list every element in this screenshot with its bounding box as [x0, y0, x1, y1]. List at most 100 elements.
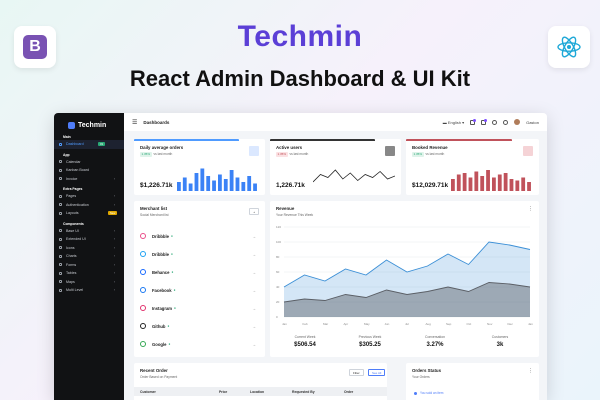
merchant-row[interactable]: Behance ● → [140, 267, 256, 277]
kpi-bar [235, 177, 240, 191]
sidebar-item[interactable]: Calendar [54, 158, 124, 167]
arrow-right-icon: → [252, 251, 256, 257]
revenue-stat-value: 3.27% [426, 342, 444, 348]
revenue-chart: 0 20 40 60 80 100 120 Jan Feb Mar Apr May Jun Jul Aug S… [276, 225, 533, 326]
sidebar-item[interactable]: Kanban Board [54, 166, 124, 175]
kpi-bar [515, 180, 520, 191]
kpi-bar [177, 182, 181, 191]
x-tick-label: Jan [528, 322, 533, 326]
kpi-delta: 1.35% vs last month [140, 152, 172, 157]
kpi-bar [241, 182, 246, 191]
table-column-header[interactable]: Requested By [292, 389, 315, 394]
kpi-bar [182, 177, 187, 191]
kpi-bar [223, 179, 228, 191]
sidebar-item-label: Charts [66, 254, 77, 259]
revenue-menu-icon[interactable]: ⋮ [528, 206, 533, 212]
x-tick-label: Jul [405, 322, 409, 326]
kpi-bar [206, 176, 211, 191]
orders-status-menu-icon[interactable]: ⋮ [528, 368, 533, 374]
sidebar: Techmin Main Dashboard 03 App Calendar Kanban… [54, 113, 124, 400]
twitter-icon [140, 251, 146, 257]
arrow-right-icon: → [252, 305, 256, 311]
language-label: English [447, 119, 461, 125]
kpi-icon [385, 146, 395, 156]
see-all-label: See All [372, 370, 382, 375]
sidebar-item[interactable]: Icons › [54, 244, 124, 253]
arrow-right-icon: → [252, 341, 256, 347]
merchant-row[interactable]: Instagram ● → [140, 303, 256, 313]
messages-badge [473, 118, 477, 122]
sidebar-item[interactable]: Dashboard 03 [54, 140, 124, 149]
table-column-header[interactable]: Location [250, 389, 265, 394]
react-icon [557, 36, 581, 58]
brand-name: Techmin [78, 121, 107, 129]
merchant-row[interactable]: Facebook ● → [140, 285, 256, 295]
see-all-button[interactable]: See All [368, 369, 386, 376]
recent-order-title: Recent Order [140, 368, 168, 373]
x-tick-label: Nov [487, 322, 493, 326]
menu-toggle-icon[interactable]: ☰ [132, 119, 138, 126]
theme-toggle-icon[interactable] [503, 119, 509, 125]
kpi-icon [523, 146, 533, 156]
verified-icon: ● [170, 252, 173, 256]
table-column-header[interactable]: Price [219, 389, 228, 394]
sidebar-item[interactable]: Tables › [54, 269, 124, 278]
chevron-right-icon: › [114, 262, 116, 267]
notifications-icon[interactable] [481, 118, 488, 125]
y-tick-label: 120 [276, 225, 281, 229]
y-tick-label: 0 [276, 315, 278, 319]
chevron-right-icon: › [114, 202, 116, 207]
settings-icon[interactable] [492, 119, 498, 125]
merchant-row[interactable]: Dribbble ● → [140, 231, 256, 241]
sidebar-item-label: Tables [66, 271, 77, 276]
order-table-header: Customer Price Location Requested By Order [134, 387, 387, 396]
sidebar-item-icon [59, 254, 62, 258]
sidebar-item-label: Base UI [66, 228, 79, 233]
chevron-right-icon: › [114, 245, 116, 250]
revenue-stat-value: 3k [496, 342, 504, 348]
sidebar-item-badge: New [108, 211, 118, 215]
sidebar-item-icon [59, 142, 62, 146]
sidebar-item[interactable]: Forms › [54, 261, 124, 270]
sidebar-item[interactable]: Base UI › [54, 227, 124, 236]
sidebar-item[interactable]: Charts › [54, 252, 124, 261]
kpi-bar [480, 176, 485, 191]
table-column-header[interactable]: Customer [140, 389, 156, 394]
revenue-stat-value: $506.54 [294, 342, 316, 348]
table-column-header[interactable]: Order [344, 389, 354, 394]
sidebar-item[interactable]: Invoice › [54, 175, 124, 184]
sidebar-item[interactable]: Authentication › [54, 201, 124, 210]
kpi-bar [462, 173, 467, 191]
sidebar-item-icon [59, 237, 62, 241]
kpi-bar [509, 179, 514, 191]
sidebar-item-label: Multi Level [66, 288, 84, 293]
merchant-row[interactable]: Github ● → [140, 321, 256, 331]
sidebar-item[interactable]: Extended UI › [54, 235, 124, 244]
avatar[interactable] [514, 119, 521, 125]
kpi-delta-text: vs last month [289, 152, 309, 157]
sidebar-item-label: Extended UI [66, 237, 86, 242]
sidebar-brand[interactable]: Techmin [54, 113, 124, 131]
kpi-value: $12,029.71k [412, 182, 449, 189]
orders-status-card: Orders Status Your Orders ⋮ You sold an … [406, 363, 539, 400]
kpi-delta-value: 1.35% [140, 152, 152, 157]
user-name[interactable]: Gaston [526, 119, 539, 125]
kpi-icon [249, 146, 259, 156]
sidebar-item[interactable]: Maps › [54, 278, 124, 287]
sidebar-item[interactable]: Multi Level › [54, 286, 124, 295]
x-tick-label: May [364, 322, 370, 326]
kpi-bar [486, 170, 490, 191]
google-icon [140, 341, 146, 347]
messages-icon[interactable] [470, 118, 477, 125]
sidebar-item[interactable]: Pages › [54, 192, 124, 201]
language-select[interactable]: ▬ English ▾ [442, 119, 465, 125]
sidebar-item[interactable]: Layouts New [54, 209, 124, 218]
sidebar-item-label: Authentication [66, 202, 89, 207]
kpi-sparkline [451, 170, 531, 191]
filter-button[interactable]: Filter [349, 369, 364, 376]
merchant-row[interactable]: Dribbble ● → [140, 249, 256, 259]
sidebar-item-badge: 03 [98, 142, 105, 146]
add-merchant-button[interactable]: + [249, 208, 259, 215]
merchant-row[interactable]: Google ● → [140, 339, 256, 349]
sidebar-item-icon [59, 229, 62, 233]
